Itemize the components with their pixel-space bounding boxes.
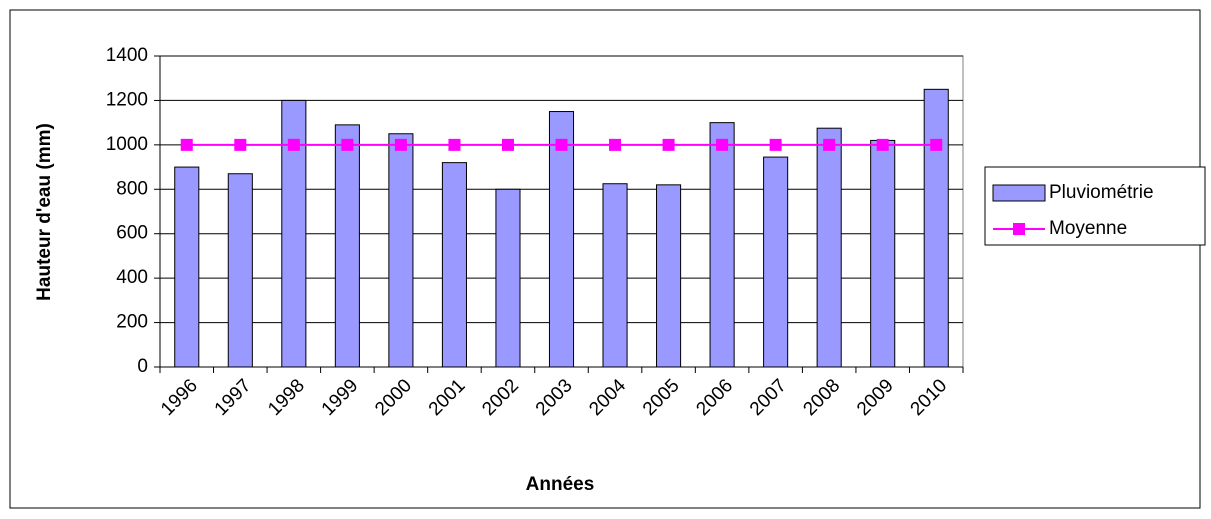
bar <box>923 88 949 368</box>
bar <box>548 111 575 368</box>
legend-label: Moyenne <box>1049 218 1127 239</box>
y-tick-label: 1400 <box>106 45 148 66</box>
y-tick-label: 200 <box>116 312 148 333</box>
y-tick-label: 0 <box>137 356 148 377</box>
y-tick-label: 400 <box>116 267 148 288</box>
marker <box>716 138 729 151</box>
bar <box>334 124 360 368</box>
marker <box>876 138 889 151</box>
marker <box>555 138 568 151</box>
bar <box>388 133 414 368</box>
legend-label: Pluviométrie <box>1049 182 1154 203</box>
marker <box>287 138 300 151</box>
legend-marker <box>1013 223 1025 235</box>
marker <box>341 138 354 151</box>
y-axis-title: Hauteur d'eau (mm) <box>34 123 55 301</box>
bar <box>870 139 896 368</box>
bar <box>602 183 628 368</box>
marker <box>609 138 622 151</box>
y-tick-label: 1200 <box>106 89 148 110</box>
bar <box>763 156 789 368</box>
bar <box>174 166 200 368</box>
marker <box>662 138 675 151</box>
bar <box>709 122 735 368</box>
y-tick-label: 800 <box>116 178 148 199</box>
marker <box>823 138 836 151</box>
bar <box>656 184 682 368</box>
bar <box>495 188 521 368</box>
bar <box>441 162 467 368</box>
marker <box>501 138 514 151</box>
legend-swatch <box>992 184 1046 202</box>
y-tick-label: 1000 <box>106 134 148 155</box>
bar <box>816 127 842 368</box>
marker <box>769 138 782 151</box>
marker <box>448 138 461 151</box>
marker <box>234 138 247 151</box>
bar <box>227 173 253 368</box>
marker <box>394 138 407 151</box>
y-tick-label: 600 <box>116 223 148 244</box>
marker <box>930 138 943 151</box>
x-axis-title: Années <box>526 474 595 495</box>
marker <box>180 138 193 151</box>
